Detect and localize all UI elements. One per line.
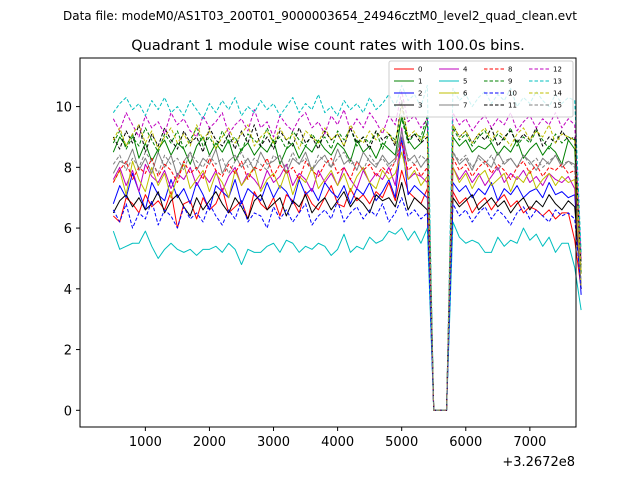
- legend-label-12: 12: [553, 66, 562, 74]
- legend-label-4: 4: [463, 66, 468, 74]
- legend-label-11: 11: [508, 102, 517, 110]
- series-line-10: [112, 197, 582, 411]
- series-line-5: [112, 221, 582, 411]
- y-tick-label: 6: [64, 222, 72, 237]
- legend-label-6: 6: [463, 90, 468, 98]
- legend-label-5: 5: [463, 78, 467, 86]
- legend-label-1: 1: [418, 78, 422, 86]
- legend-label-15: 15: [553, 102, 562, 110]
- chart-title: Quadrant 1 module wise count rates with …: [131, 38, 525, 54]
- x-tick-label: 4000: [321, 435, 354, 450]
- legend-label-10: 10: [508, 90, 517, 98]
- legend-label-2: 2: [418, 90, 422, 98]
- series-line-2: [112, 136, 582, 411]
- x-tick-label: 6000: [449, 435, 482, 450]
- y-tick-label: 8: [64, 161, 72, 176]
- y-tick-label: 10: [55, 101, 72, 116]
- legend-label-14: 14: [553, 90, 562, 98]
- legend-label-7: 7: [463, 102, 467, 110]
- series-line-6: [112, 151, 582, 411]
- y-tick-label: 0: [64, 404, 72, 419]
- x-tick-label: 7000: [513, 435, 546, 450]
- series-line-12: [112, 90, 582, 411]
- legend-label-8: 8: [508, 66, 512, 74]
- y-tick-label: 2: [64, 344, 72, 359]
- x-tick-label: 5000: [385, 435, 418, 450]
- series-line-8: [112, 142, 582, 411]
- x-offset-label: +3.2672e8: [502, 455, 575, 470]
- legend-label-3: 3: [418, 102, 422, 110]
- axes-layer: 1000 2000 3000 4000 5000 6000 7000 0 2 4 6 8 10: [55, 101, 546, 450]
- legend-label-0: 0: [418, 66, 422, 74]
- legend-box: [388, 60, 574, 118]
- x-tick-label: 2000: [193, 435, 226, 450]
- x-tick-label: 3000: [257, 435, 290, 450]
- legend-label-9: 9: [508, 78, 512, 86]
- series-line-9: [112, 115, 582, 411]
- series-line-15: [112, 136, 582, 411]
- series-line-0: [112, 169, 582, 411]
- series-line-3: [112, 182, 582, 411]
- figure-suptitle: Data file: modeM0/AS1T03_200T01_90000036…: [63, 9, 577, 23]
- x-tick-label: 1000: [129, 435, 162, 450]
- legend-label-13: 13: [553, 78, 562, 86]
- y-tick-label: 4: [64, 283, 72, 298]
- plot-frame: [79, 57, 577, 428]
- series-layer: [112, 84, 582, 411]
- series-line-1: [112, 115, 582, 411]
